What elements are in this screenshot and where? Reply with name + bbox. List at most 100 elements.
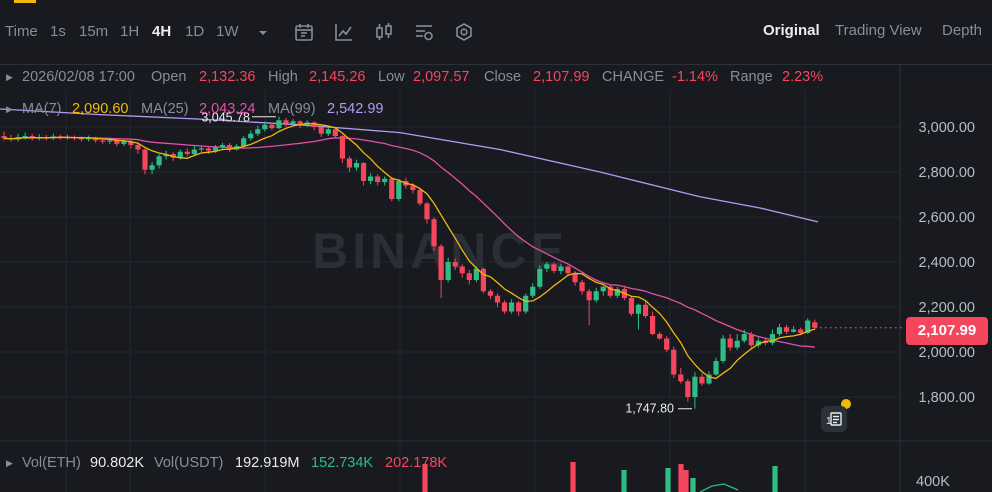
candle-body [480, 268, 486, 292]
interval-1w[interactable]: 1W [216, 23, 239, 40]
price-tick-label: 2,000.00 [919, 345, 975, 361]
candle-body [783, 327, 790, 332]
volume-bar [621, 470, 627, 492]
interval-15m[interactable]: 15m [79, 23, 109, 40]
volume-bar [690, 478, 696, 492]
settings-icon[interactable] [453, 21, 475, 43]
candle-body [635, 304, 642, 314]
ma7-label: MA(7) [22, 101, 62, 117]
candle-body [572, 273, 578, 283]
open-value: 2,132.36 [199, 69, 256, 85]
candle-body [156, 156, 162, 166]
candle-icon[interactable] [373, 21, 395, 43]
candle-body [417, 190, 423, 204]
interval-1h[interactable]: 1H [120, 23, 140, 40]
candle-body [586, 291, 592, 301]
candle-body [678, 374, 684, 382]
ma99-line [0, 108, 819, 223]
watermark: BINANCE [312, 223, 568, 279]
high-value: 2,145.26 [309, 69, 366, 85]
chevron-down-icon[interactable] [256, 26, 270, 40]
interval-1s[interactable]: 1s [50, 23, 66, 40]
candle-body [1, 136, 7, 139]
candle-body [452, 262, 458, 267]
candle-body [523, 295, 529, 312]
time-label[interactable]: Time [5, 23, 38, 40]
candle-body [791, 329, 797, 332]
candle-body [142, 149, 148, 170]
candle-body [121, 141, 127, 144]
candle-body [227, 145, 233, 150]
candle-body [628, 298, 635, 314]
range-value: 2.23% [782, 69, 824, 85]
candle-body [205, 148, 212, 151]
candle-body [685, 381, 691, 397]
candle-body [170, 154, 176, 158]
candle-body [755, 340, 761, 346]
collapse-toggle-icon[interactable]: ▶ [6, 72, 13, 82]
vol-usdt-label: Vol(USDT) [154, 455, 224, 471]
price-axis: 3,000.00 2,800.00 2,600.00 2,400.00 2,200.00… [919, 120, 975, 406]
close-value: 2,107.99 [533, 69, 590, 85]
candle-body [276, 120, 282, 129]
ma7-line [3, 122, 815, 380]
candle-body [410, 185, 416, 190]
candle-body [100, 140, 106, 142]
active-indicator [14, 0, 36, 3]
price-tick-label: 2,200.00 [919, 300, 975, 316]
candle-body [664, 338, 670, 350]
candle-body [353, 163, 360, 168]
ma25-value: 2,043.24 [199, 101, 256, 117]
price-tick-label: 2,400.00 [919, 255, 975, 271]
candle-body [29, 136, 35, 139]
candle-body [473, 268, 479, 280]
change-label: CHANGE [602, 69, 665, 85]
candle-body [389, 178, 395, 199]
change-value: -1.14% [672, 69, 718, 85]
tab-trading-view[interactable]: Trading View [835, 22, 922, 39]
ma7-path [3, 122, 815, 380]
high-label: High [268, 69, 298, 85]
line-chart-icon[interactable] [333, 21, 355, 43]
news-icon[interactable]: 1 [821, 406, 847, 432]
candle-body [297, 121, 303, 125]
ma25-line [3, 136, 815, 348]
ma-collapse-icon[interactable]: ▶ [6, 104, 13, 114]
candle-body [642, 304, 649, 316]
tab-original[interactable]: Original [763, 22, 820, 39]
candle-body [241, 138, 247, 147]
candle-body [396, 181, 402, 199]
candle-body [325, 129, 331, 134]
price-tick-label: 2,800.00 [919, 165, 975, 181]
candle-body [128, 141, 134, 145]
high-marker-label: 3,045.78 [201, 111, 250, 125]
candle-body [283, 120, 289, 124]
volume-collapse-icon[interactable]: ▶ [6, 458, 13, 468]
close-label: Close [484, 69, 522, 85]
candle-body [706, 374, 712, 384]
candle-body [290, 121, 296, 124]
calendar-icon[interactable] [293, 21, 315, 43]
candle-datetime: 2026/02/08 17:00 [22, 69, 135, 85]
interval-1d[interactable]: 1D [185, 23, 205, 40]
tab-depth[interactable]: Depth [942, 22, 983, 39]
candle-body [699, 376, 705, 384]
candle-body [86, 138, 92, 140]
vol-ma1-value: 152.734K [311, 455, 374, 471]
candle-body [494, 295, 501, 303]
candle-body [318, 127, 324, 134]
candle-body [114, 140, 120, 144]
indicator-icon[interactable] [413, 21, 435, 43]
candle-body [375, 176, 381, 183]
ma99-path [0, 108, 819, 223]
candle-body [544, 264, 550, 269]
interval-4h[interactable]: 4H [152, 23, 172, 40]
candle-body [509, 302, 515, 312]
vol-eth-value: 90.802K [90, 455, 145, 471]
vol-eth-label: Vol(ETH) [22, 455, 81, 471]
candlestick-series [1, 116, 818, 409]
candle-body [269, 124, 275, 129]
candle-body [149, 165, 155, 170]
candle-body [565, 266, 571, 274]
